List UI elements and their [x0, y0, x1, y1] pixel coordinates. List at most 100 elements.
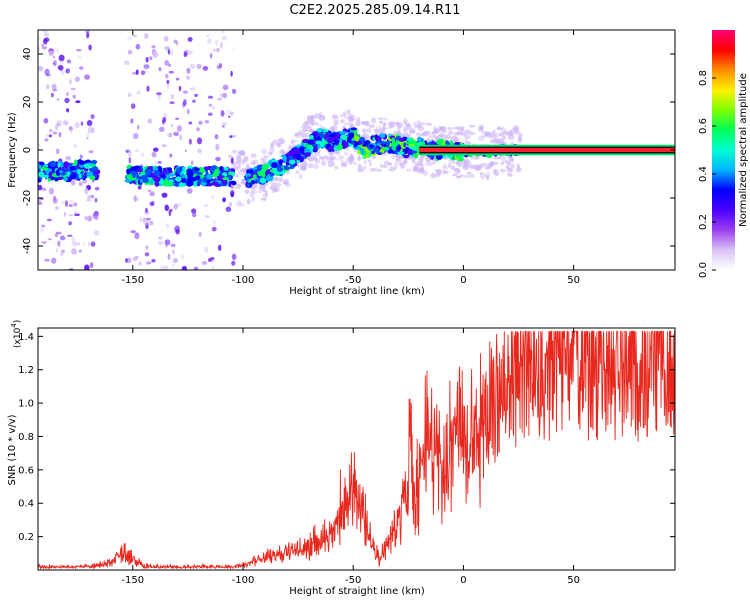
noise-blob [71, 236, 76, 243]
signal-blob [300, 143, 305, 147]
halo-blob [452, 173, 458, 177]
noise-blob [144, 207, 148, 214]
halo-blob [336, 150, 341, 155]
signal-blob [269, 172, 273, 177]
signal-blob [315, 140, 322, 145]
noise-blob [170, 49, 174, 56]
halo-blob [485, 131, 491, 137]
halo-blob [268, 151, 272, 156]
noise-blob [137, 124, 140, 130]
halo-blob [311, 114, 315, 120]
signal-blob [391, 137, 395, 143]
halo-blob [387, 162, 392, 167]
signal-blob [61, 171, 66, 176]
signal-blob [175, 176, 182, 182]
noise-blob [127, 36, 133, 41]
noise-blob [53, 60, 57, 67]
signal-blob [317, 143, 321, 148]
halo-blob [394, 162, 399, 167]
signal-blob [333, 139, 340, 144]
noise-blob [130, 230, 136, 234]
signal-blob [222, 177, 230, 181]
halo-blob [499, 168, 506, 173]
halo-blob [441, 134, 448, 141]
noise-blob [165, 73, 169, 79]
halo-blob [331, 114, 338, 119]
signal-blob [78, 173, 82, 179]
halo-blob [298, 173, 303, 179]
halo-blob [231, 186, 238, 190]
signal-blob [214, 168, 219, 174]
signal-blob [336, 144, 343, 151]
noise-blob [130, 118, 134, 124]
colorbar-tick-label: 0.0 [698, 262, 709, 278]
noise-blob [88, 44, 92, 51]
halo-blob [297, 130, 303, 136]
halo-blob [403, 131, 409, 138]
signal-blob [228, 171, 232, 176]
halo-blob [414, 125, 419, 128]
halo-blob [301, 128, 308, 133]
halo-blob [397, 156, 403, 159]
noise-blob [94, 186, 100, 191]
signal-blob [290, 164, 295, 170]
signal-blob [348, 132, 355, 139]
y-tick-label: 0 [22, 147, 33, 153]
noise-blob [175, 77, 180, 81]
halo-blob [481, 162, 489, 167]
noise-blob [74, 213, 80, 217]
noise-blob [175, 117, 180, 120]
noise-blob [186, 75, 191, 80]
noise-blob [87, 131, 90, 139]
noise-blob [70, 87, 76, 91]
signal-blob [149, 180, 154, 184]
halo-blob [235, 174, 239, 178]
halo-blob [492, 129, 496, 136]
noise-blob [149, 56, 153, 61]
halo-blob [368, 161, 372, 167]
noise-blob [162, 116, 167, 123]
signal-blob [271, 162, 278, 168]
halo-blob [430, 172, 438, 179]
halo-blob [401, 164, 406, 169]
noise-blob [90, 241, 96, 247]
noise-blob [66, 92, 69, 97]
halo-blob [511, 126, 518, 132]
halo-blob [456, 163, 463, 168]
halo-blob [486, 174, 490, 181]
signal-blob [353, 130, 358, 135]
noise-blob [58, 132, 62, 138]
snr-y-ticks: 0.2 0.4 0.6 0.8 1.0 1.2 1.4 [18, 332, 675, 543]
noise-blob [232, 47, 236, 51]
signal-blob [190, 176, 197, 182]
signal-blob [207, 182, 213, 187]
snr-scale-factor: (x104) [10, 320, 23, 348]
halo-blob [403, 160, 407, 164]
halo-blob [440, 130, 448, 134]
halo-blob [348, 161, 353, 165]
noise-blob [86, 195, 91, 200]
signal-blob [350, 141, 355, 145]
y-tick-label: 1.2 [18, 365, 34, 376]
halo-blob [313, 163, 319, 170]
halo-blob [361, 128, 366, 133]
signal-blob [73, 159, 78, 166]
noise-blob [86, 199, 92, 202]
noise-blob [61, 69, 64, 76]
noise-blob [181, 265, 187, 270]
halo-blob [494, 169, 499, 174]
noise-blob [74, 76, 80, 82]
noise-blob [158, 67, 162, 72]
noise-blob [41, 187, 47, 191]
halo-blob [469, 124, 475, 128]
halo-blob [356, 117, 361, 122]
halo-blob [383, 117, 388, 121]
noise-blob [46, 85, 50, 90]
signal-blob [307, 139, 315, 145]
noise-blob [65, 200, 68, 208]
noise-blob [220, 110, 225, 117]
halo-blob [406, 122, 410, 126]
halo-blob [300, 125, 307, 129]
noise-blob [66, 59, 72, 64]
